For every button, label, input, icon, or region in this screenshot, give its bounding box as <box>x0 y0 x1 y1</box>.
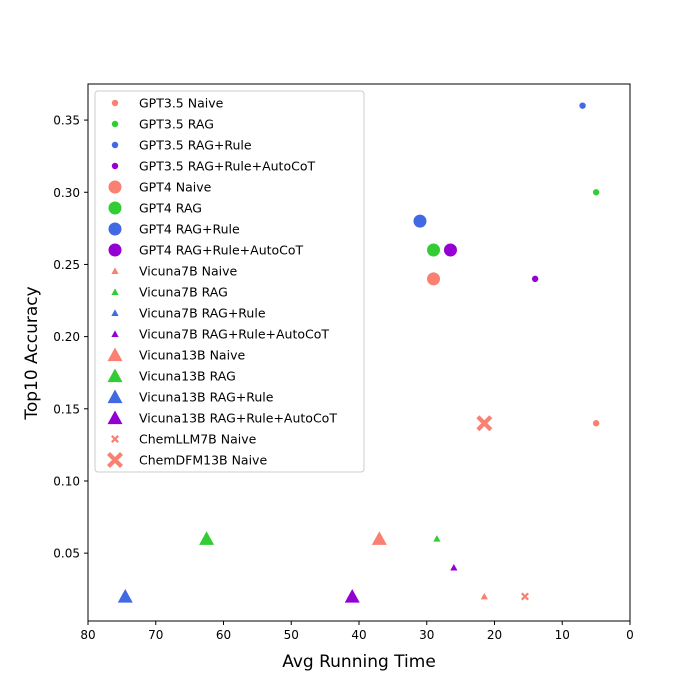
legend-entry-gpt4-rag-plus-rule-plus-autocot: GPT4 RAG+Rule+AutoCoT <box>108 243 304 258</box>
y-tick-label: 0.30 <box>53 186 80 200</box>
legend-label-gpt3-5-rag-plus-rule: GPT3.5 RAG+Rule <box>139 138 252 153</box>
legend-label-vicuna7b-rag-plus-rule-plus-autocot: Vicuna7B RAG+Rule+AutoCoT <box>139 327 329 342</box>
y-axis-title: Top10 Accuracy <box>22 286 42 420</box>
legend-entry-vicuna7b-rag-plus-rule-plus-autocot: Vicuna7B RAG+Rule+AutoCoT <box>111 327 329 342</box>
x-tick-label: 40 <box>351 628 366 642</box>
legend-label-vicuna13b-rag-plus-rule-plus-autocot: Vicuna13B RAG+Rule+AutoCoT <box>139 411 337 426</box>
legend-label-gpt4-rag-plus-rule-plus-autocot: GPT4 RAG+Rule+AutoCoT <box>139 243 304 258</box>
x-axis-title: Avg Running Time <box>282 652 436 672</box>
legend-entry-gpt3-5-naive: GPT3.5 Naive <box>111 96 224 111</box>
legend-label-gpt3-5-rag: GPT3.5 RAG <box>139 117 214 132</box>
legend-label-vicuna7b-naive: Vicuna7B Naive <box>139 264 238 279</box>
legend-entry-gpt3-5-rag-plus-rule: GPT3.5 RAG+Rule <box>111 138 252 153</box>
point-vicuna7b-naive <box>480 592 488 600</box>
x-axis: 80 70 60 50 40 30 20 10 0 <box>80 621 634 642</box>
legend-box <box>94 90 365 473</box>
point-gpt4-rag <box>427 243 441 257</box>
point-vicuna7b-rag-plus-rule-plus-autocot <box>450 563 458 571</box>
point-vicuna13b-rag <box>199 531 215 545</box>
legend-entry-vicuna13b-rag: Vicuna13B RAG <box>107 368 236 384</box>
x-tick-label: 10 <box>555 628 570 642</box>
point-gpt3-5-rag-plus-rule <box>579 102 586 109</box>
legend-label-gpt4-naive: GPT4 Naive <box>139 180 212 195</box>
legend-label-vicuna7b-rag: Vicuna7B RAG <box>139 285 228 300</box>
legend-label-gpt3-5-rag-plus-rule-plus-autocot: GPT3.5 RAG+Rule+AutoCoT <box>139 159 315 174</box>
point-gpt4-naive <box>427 272 441 286</box>
y-axis: 0.05 0.10 0.15 0.20 0.25 0.30 0.35 <box>53 114 88 561</box>
point-gpt4-rag-plus-rule <box>413 214 427 228</box>
legend-entry-gpt4-naive: GPT4 Naive <box>108 180 212 195</box>
legend-entry-vicuna7b-rag-plus-rule: Vicuna7B RAG+Rule <box>111 306 266 321</box>
legend-marker-vicuna7b-rag-plus-rule-plus-autocot <box>111 330 119 337</box>
legend-marker-gpt3-5-rag-plus-rule <box>111 141 119 149</box>
legend-entry-chemdfm13b-naive: ChemDFM13B Naive <box>107 452 267 468</box>
legend-marker-vicuna7b-rag <box>111 288 119 295</box>
x-tick-label: 70 <box>148 628 163 642</box>
legend-marker-vicuna13b-rag <box>107 368 123 383</box>
legend-label-gpt4-rag-plus-rule: GPT4 RAG+Rule <box>139 222 240 237</box>
legend-entry-vicuna7b-rag: Vicuna7B RAG <box>111 285 228 300</box>
legend-entry-gpt3-5-rag-plus-rule-plus-autocot: GPT3.5 RAG+Rule+AutoCoT <box>111 159 315 174</box>
legend-label-gpt3-5-naive: GPT3.5 Naive <box>139 96 224 111</box>
legend-entry-gpt4-rag: GPT4 RAG <box>108 201 202 216</box>
x-tick-label: 80 <box>80 628 95 642</box>
point-gpt3-5-rag <box>592 189 600 196</box>
legend: GPT3.5 Naive GPT3.5 RAG GPT3.5 RAG+Rule GPT… <box>94 90 365 473</box>
legend-marker-gpt3-5-rag-plus-rule-plus-autocot <box>111 162 119 170</box>
point-chemdfm13b-naive <box>476 415 493 432</box>
legend-marker-vicuna7b-rag-plus-rule <box>111 309 119 316</box>
legend-marker-chemllm7b-naive <box>111 435 119 443</box>
x-tick-label: 60 <box>216 628 231 642</box>
legend-marker-vicuna13b-naive <box>107 347 123 362</box>
point-vicuna13b-rag-plus-rule-plus-autocot <box>344 588 360 603</box>
markers-layer <box>117 102 600 603</box>
legend-marker-chemdfm13b-naive <box>107 452 123 468</box>
point-chemllm7b-naive <box>521 592 529 601</box>
point-gpt4-rag-plus-rule-plus-autocot <box>443 243 457 257</box>
legend-label-vicuna7b-rag-plus-rule: Vicuna7B RAG+Rule <box>139 306 266 321</box>
legend-label-chemdfm13b-naive: ChemDFM13B Naive <box>139 453 267 468</box>
legend-label-chemllm7b-naive: ChemLLM7B Naive <box>139 432 257 447</box>
legend-marker-gpt4-rag-plus-rule-plus-autocot <box>108 243 122 257</box>
legend-entry-chemllm7b-naive: ChemLLM7B Naive <box>111 432 257 447</box>
point-vicuna7b-rag <box>433 535 441 542</box>
legend-label-vicuna13b-naive: Vicuna13B Naive <box>139 348 245 363</box>
legend-marker-gpt3-5-rag <box>111 120 119 128</box>
y-tick-label: 0.20 <box>53 330 80 344</box>
legend-entry-gpt4-rag-plus-rule: GPT4 RAG+Rule <box>108 222 240 237</box>
y-tick-label: 0.15 <box>53 402 80 416</box>
legend-marker-gpt4-rag-plus-rule <box>108 222 122 236</box>
legend-entry-vicuna13b-rag-plus-rule-plus-autocot: Vicuna13B RAG+Rule+AutoCoT <box>107 410 337 426</box>
legend-entry-gpt3-5-rag: GPT3.5 RAG <box>111 117 214 132</box>
y-tick-label: 0.35 <box>53 114 80 128</box>
legend-entry-vicuna7b-naive: Vicuna7B Naive <box>111 264 238 279</box>
x-tick-label: 30 <box>419 628 434 642</box>
point-vicuna13b-rag-plus-rule <box>117 588 133 603</box>
point-gpt3-5-rag-plus-rule-plus-autocot <box>531 275 539 283</box>
legend-marker-vicuna7b-naive <box>111 267 119 274</box>
legend-marker-vicuna13b-rag-plus-rule <box>107 389 123 404</box>
point-gpt3-5-naive <box>592 420 600 427</box>
y-tick-label: 0.05 <box>53 547 80 561</box>
point-vicuna13b-naive <box>371 531 387 545</box>
legend-marker-gpt4-rag <box>108 201 122 215</box>
legend-label-gpt4-rag: GPT4 RAG <box>139 201 202 216</box>
x-tick-label: 0 <box>626 628 634 642</box>
legend-label-vicuna13b-rag-plus-rule: Vicuna13B RAG+Rule <box>139 390 274 405</box>
legend-marker-vicuna13b-rag-plus-rule-plus-autocot <box>107 410 123 425</box>
legend-entry-vicuna13b-rag-plus-rule: Vicuna13B RAG+Rule <box>107 389 274 405</box>
legend-marker-gpt3-5-naive <box>111 99 119 107</box>
legend-label-vicuna13b-rag: Vicuna13B RAG <box>139 369 236 384</box>
y-tick-label: 0.10 <box>53 474 80 488</box>
y-tick-label: 0.25 <box>53 258 80 272</box>
legend-entry-vicuna13b-naive: Vicuna13B Naive <box>107 347 245 363</box>
legend-marker-gpt4-naive <box>108 180 122 194</box>
x-tick-label: 20 <box>487 628 502 642</box>
x-tick-label: 50 <box>284 628 299 642</box>
